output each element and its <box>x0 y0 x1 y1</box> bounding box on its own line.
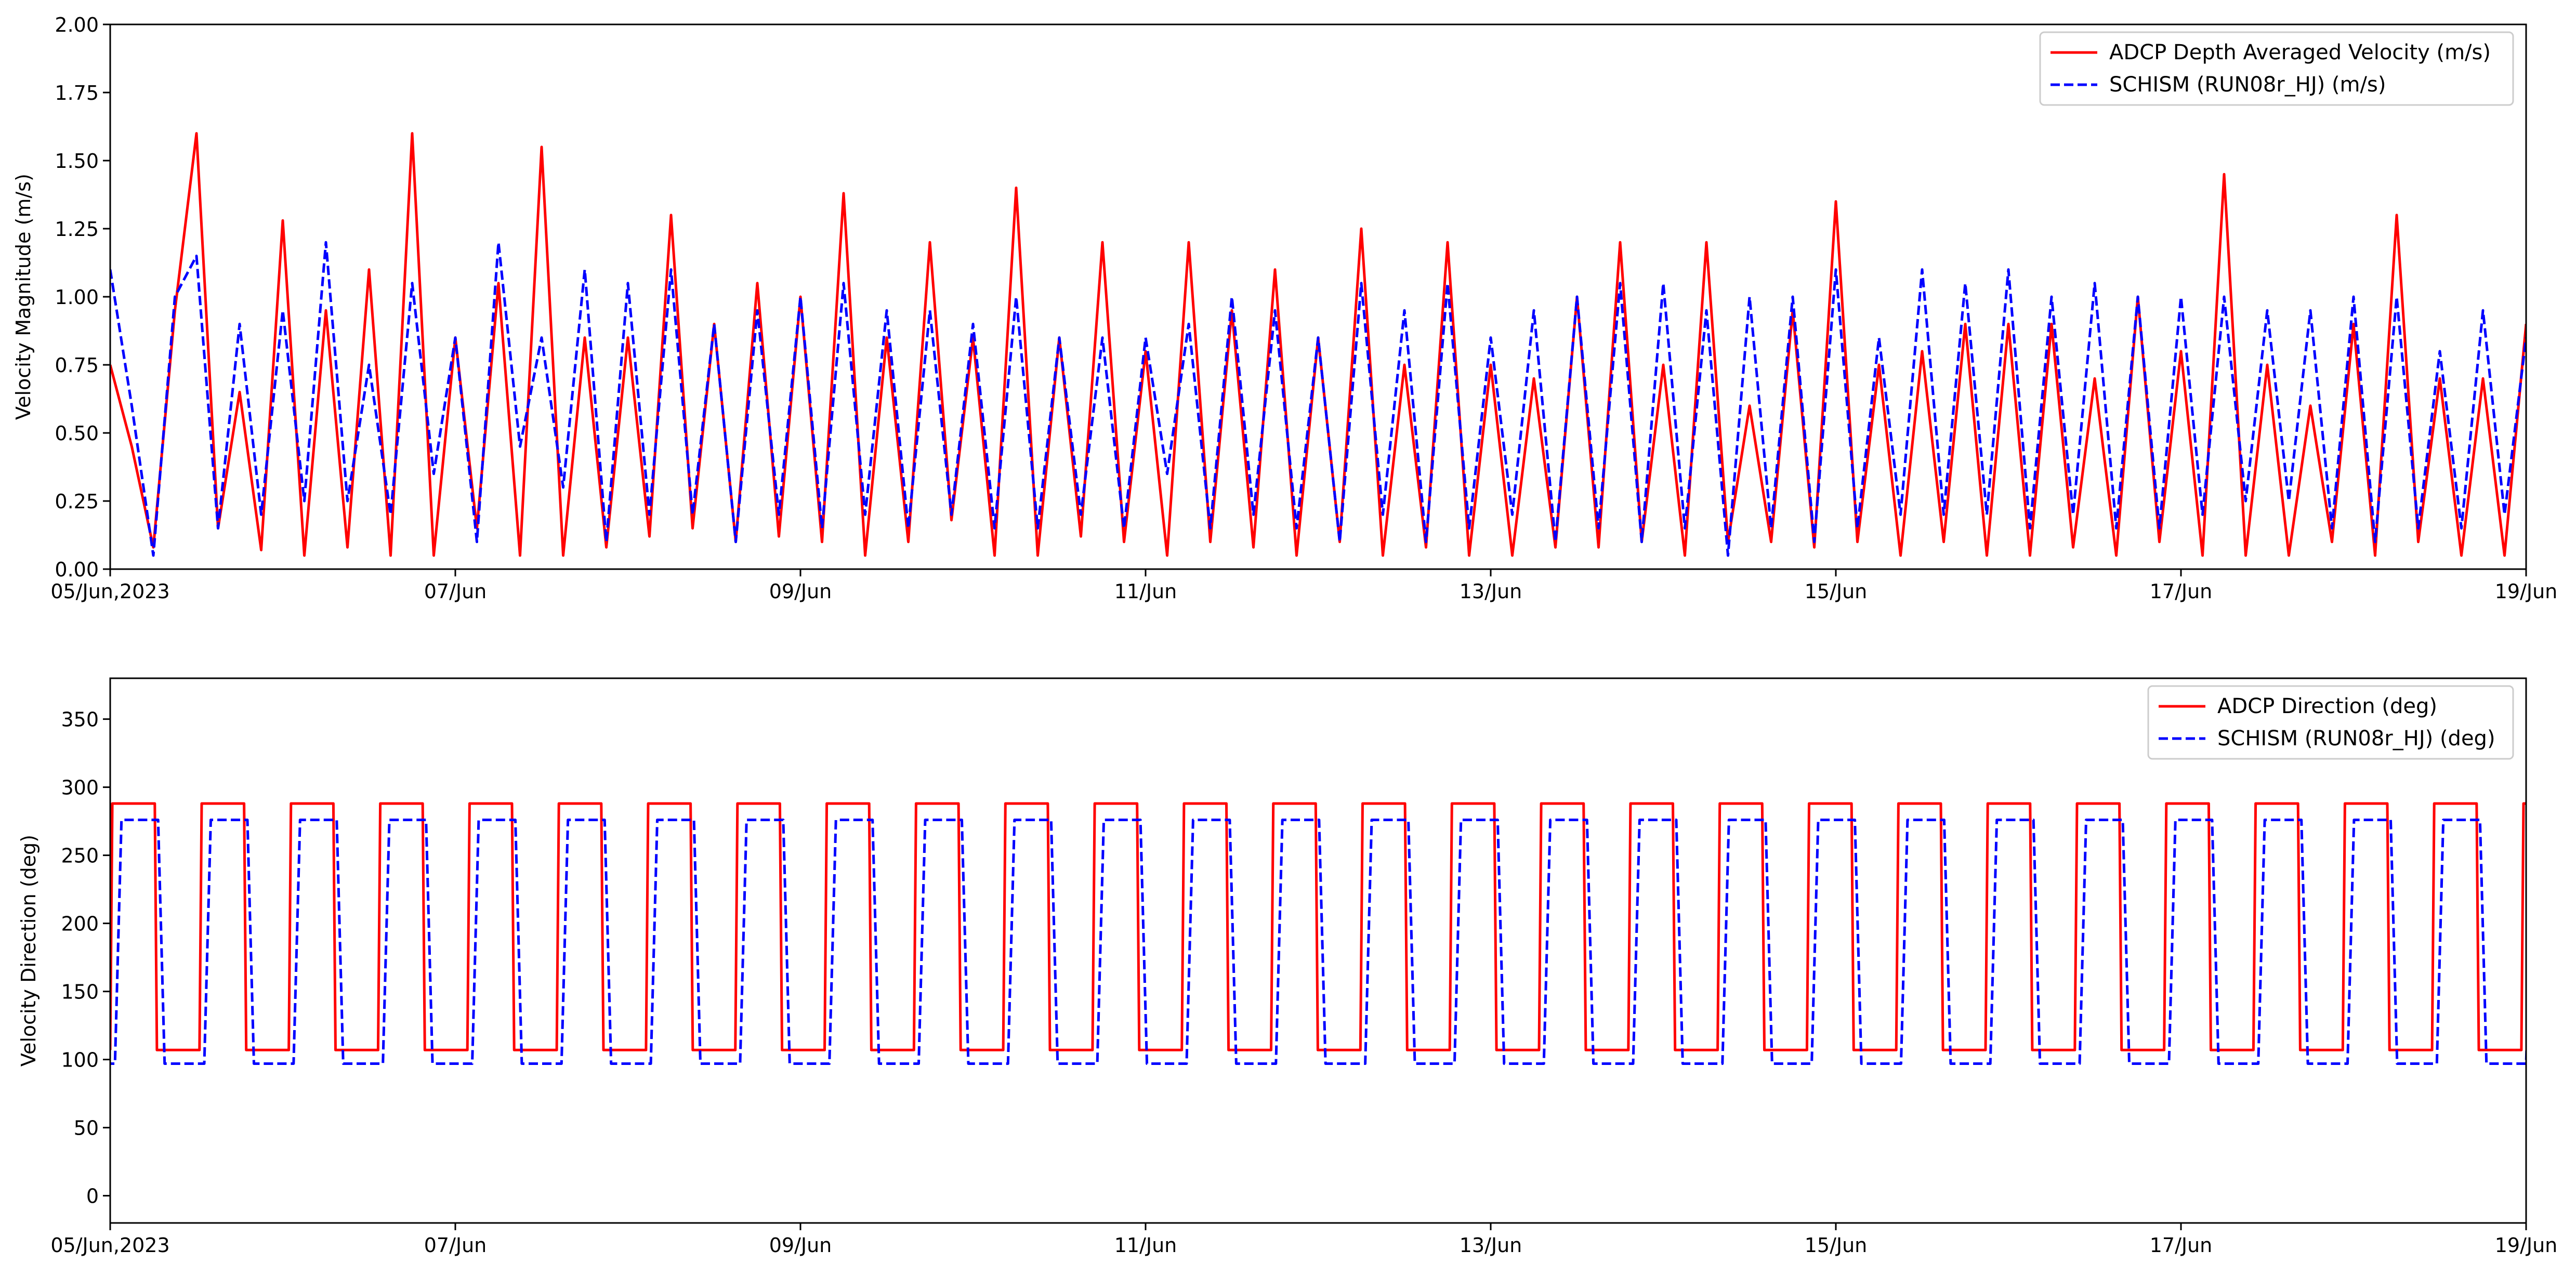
y-tick-label: 1.75 <box>55 82 99 104</box>
y-axis-label: Velocity Direction (deg) <box>17 835 40 1067</box>
y-tick-label: 250 <box>61 845 99 867</box>
y-tick-label: 100 <box>61 1049 99 1072</box>
legend-label-schism: SCHISM (RUN08r_HJ) (deg) <box>2217 727 2495 751</box>
x-tick-label: 05/Jun,2023 <box>50 580 169 603</box>
legend: ADCP Direction (deg) SCHISM (RUN08r_HJ) … <box>2147 685 2514 760</box>
x-tick-label: 17/Jun <box>2150 580 2213 603</box>
x-tick-label: 13/Jun <box>1460 580 1522 603</box>
x-tick-label: 15/Jun <box>1805 1234 1868 1257</box>
y-tick-label: 2.00 <box>55 14 99 36</box>
y-tick-label: 300 <box>61 776 99 799</box>
x-tick-label: 15/Jun <box>1805 580 1868 603</box>
series-line-schism <box>110 241 2526 557</box>
legend-label-schism: SCHISM (RUN08r_HJ) (m/s) <box>2109 73 2386 97</box>
x-tick-label: 09/Jun <box>769 1234 832 1257</box>
y-axis-label: Velocity Magnitude (m/s) <box>12 174 35 420</box>
y-tick-label: 150 <box>61 981 99 1004</box>
x-tick-label: 13/Jun <box>1460 1234 1522 1257</box>
y-tick-label: 350 <box>61 708 99 731</box>
x-tick-label: 17/Jun <box>2150 1234 2213 1257</box>
legend: ADCP Depth Averaged Velocity (m/s) SCHIS… <box>2039 31 2514 106</box>
x-tick-label: 09/Jun <box>769 580 832 603</box>
legend-label-adcp: ADCP Direction (deg) <box>2217 694 2437 718</box>
legend-label-adcp: ADCP Depth Averaged Velocity (m/s) <box>2109 41 2491 64</box>
x-tick-label: 05/Jun,2023 <box>50 1234 169 1257</box>
y-tick-label: 1.25 <box>55 218 99 241</box>
y-tick-label: 1.50 <box>55 150 99 173</box>
x-tick-label: 11/Jun <box>1114 580 1177 603</box>
y-tick-label: 1.00 <box>55 286 99 309</box>
x-tick-label: 11/Jun <box>1114 1234 1177 1257</box>
x-tick-label: 19/Jun <box>2495 580 2558 603</box>
x-tick-label: 07/Jun <box>424 1234 487 1257</box>
y-tick-label: 0.75 <box>55 354 99 377</box>
y-tick-label: 50 <box>74 1117 99 1140</box>
y-tick-label: 0.50 <box>55 422 99 445</box>
velocity-direction-panel: 0 50 100 150 200 250 300 350 05/Jun,2023 07/Jun 09… <box>17 677 2558 1257</box>
x-tick-label: 19/Jun <box>2495 1234 2558 1257</box>
y-tick-label: 0 <box>86 1185 99 1208</box>
x-tick-label: 07/Jun <box>424 580 487 603</box>
series-line-schism <box>110 819 2526 1065</box>
y-tick-label: 0.25 <box>55 490 99 513</box>
velocity-magnitude-panel: 0.00 0.25 0.50 0.75 1.00 1.25 1.50 1.75 2.00 05/J… <box>12 14 2557 603</box>
y-tick-label: 0.00 <box>55 558 99 581</box>
y-tick-label: 200 <box>61 913 99 936</box>
series-line-adcp <box>110 802 2526 1051</box>
